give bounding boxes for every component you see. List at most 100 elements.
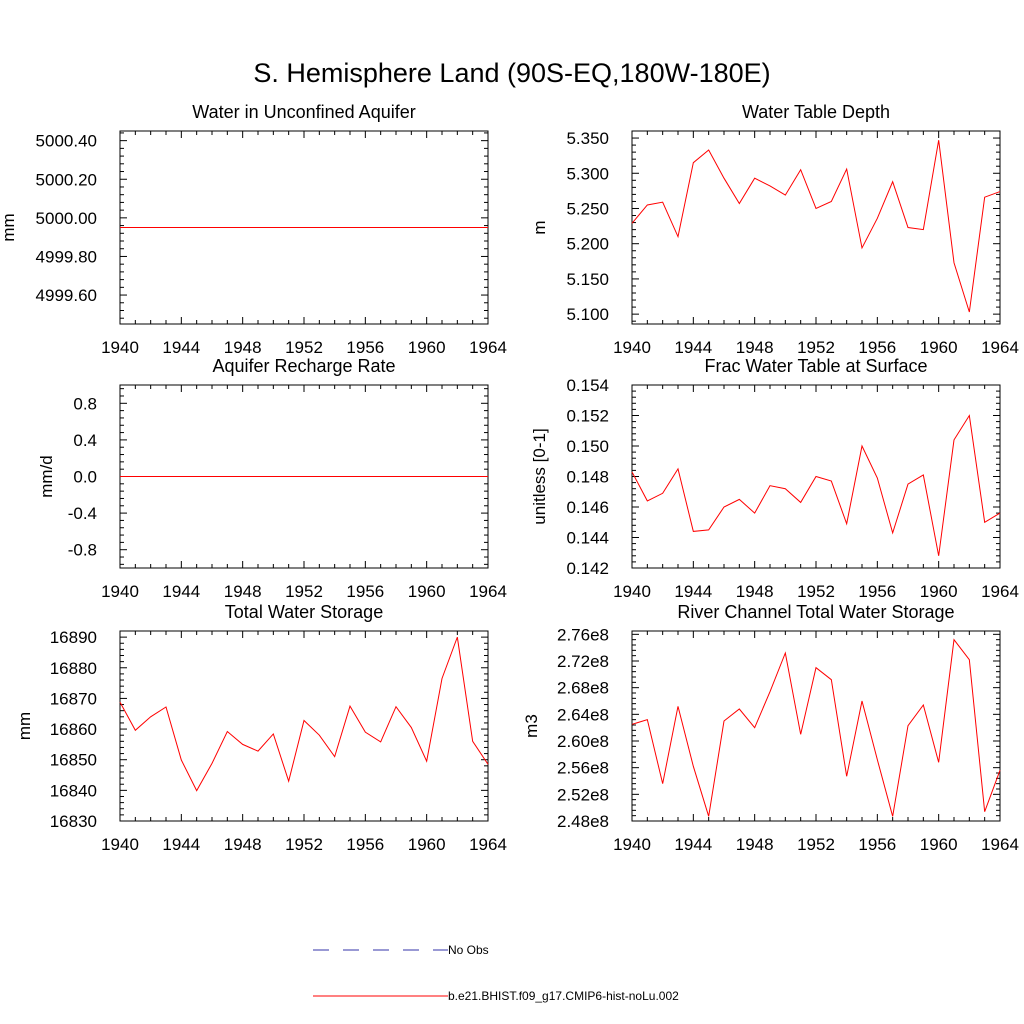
x-tick-label: 1944: [162, 582, 200, 601]
x-tick-label: 1960: [920, 582, 958, 601]
x-tick-label: 1952: [797, 835, 835, 854]
x-tick-label: 1952: [797, 338, 835, 357]
panel-2: Water Table Depth 1940 1944 1948 1952 1956 196…: [530, 102, 1019, 357]
x-tick-label: 1948: [736, 582, 774, 601]
panel-6: River Channel Total Water Storage 1940 194…: [522, 602, 1019, 854]
y-tick-label: 5.350: [566, 129, 609, 148]
y-tick-label: 2.64e8: [557, 705, 609, 724]
y-axis-label: m: [530, 220, 549, 234]
y-tick-label: 5.200: [566, 235, 609, 254]
x-tick-label: 1948: [224, 338, 262, 357]
figure-title: S. Hemisphere Land (90S-EQ,180W-180E): [253, 58, 770, 88]
y-tick-label: 2.68e8: [557, 679, 609, 698]
panel-title: River Channel Total Water Storage: [677, 602, 954, 622]
x-tick-label: 1940: [101, 835, 139, 854]
y-tick-label: 2.60e8: [557, 732, 609, 751]
x-tick-label: 1940: [613, 835, 651, 854]
y-tick-label: 0.154: [566, 376, 609, 395]
y-tick-label: 0.4: [73, 431, 97, 450]
x-tick-label: 1964: [469, 582, 507, 601]
x-tick-label: 1956: [858, 835, 896, 854]
x-tick-label: 1952: [797, 582, 835, 601]
x-tick-label: 1956: [858, 338, 896, 357]
y-axis-label: m3: [522, 714, 541, 738]
x-tick-label: 1940: [101, 582, 139, 601]
y-axis-label: mm: [15, 712, 34, 740]
x-tick-label: 1956: [346, 835, 384, 854]
x-tick-label: 1964: [469, 338, 507, 357]
x-tick-label: 1956: [858, 582, 896, 601]
y-tick-label: 0.144: [566, 529, 609, 548]
y-tick-label: 0.0: [73, 468, 97, 487]
panel-5: Total Water Storage 1940 1944 1948 1952 1956 1…: [15, 602, 507, 854]
panel-3: Aquifer Recharge Rate 1940 1944 1948 1952 195…: [37, 356, 507, 601]
y-tick-label: 4999.60: [36, 286, 97, 305]
x-tick-label: 1964: [981, 835, 1019, 854]
x-tick-label: 1964: [981, 338, 1019, 357]
panels: Water in Unconfined Aquifer 1940 1944 1948 1…: [0, 102, 1019, 854]
series-line: [631, 638, 1001, 817]
y-tick-label: 0.152: [566, 407, 609, 426]
x-tick-label: 1960: [408, 835, 446, 854]
y-tick-label: 16830: [50, 812, 97, 831]
y-tick-label: 5000.40: [36, 132, 97, 151]
x-tick-label: 1960: [920, 835, 958, 854]
y-tick-label: 16850: [50, 751, 97, 770]
x-tick-label: 1952: [285, 835, 323, 854]
y-axis-label: mm: [0, 213, 18, 241]
y-tick-label: 0.8: [73, 394, 97, 413]
series-line: [119, 636, 489, 792]
x-tick-label: 1944: [674, 338, 712, 357]
y-tick-label: 5.300: [566, 164, 609, 183]
x-tick-label: 1944: [162, 338, 200, 357]
x-tick-label: 1960: [408, 582, 446, 601]
x-tick-label: 1952: [285, 582, 323, 601]
y-tick-label: -0.4: [68, 504, 97, 523]
y-tick-label: 0.150: [566, 437, 609, 456]
y-tick-label: 2.48e8: [557, 812, 609, 831]
x-tick-label: 1944: [162, 835, 200, 854]
x-tick-label: 1956: [346, 582, 384, 601]
y-tick-label: 16890: [50, 628, 97, 647]
x-tick-label: 1944: [674, 582, 712, 601]
panel-title: Water in Unconfined Aquifer: [192, 102, 415, 122]
legend: No Obs b.e21.BHIST.f09_g17.CMIP6-hist-no…: [313, 943, 679, 1003]
y-axis-label: mm/d: [37, 455, 56, 498]
series-line: [631, 140, 1001, 313]
x-tick-label: 1944: [674, 835, 712, 854]
x-tick-label: 1960: [920, 338, 958, 357]
panel-title: Water Table Depth: [742, 102, 890, 122]
y-axis-label: unitless [0-1]: [530, 428, 549, 524]
panel-title: Frac Water Table at Surface: [704, 356, 927, 376]
y-tick-label: 5000.20: [36, 170, 97, 189]
y-tick-label: 16880: [50, 659, 97, 678]
y-tick-label: 2.56e8: [557, 759, 609, 778]
y-tick-label: 5000.00: [36, 209, 97, 228]
y-tick-label: 5.150: [566, 270, 609, 289]
y-tick-label: 4999.80: [36, 247, 97, 266]
x-tick-label: 1956: [346, 338, 384, 357]
legend-label-model: b.e21.BHIST.f09_g17.CMIP6-hist-noLu.002: [448, 989, 679, 1003]
x-tick-label: 1952: [285, 338, 323, 357]
y-tick-label: 0.148: [566, 468, 609, 487]
x-tick-label: 1940: [613, 338, 651, 357]
x-tick-label: 1940: [101, 338, 139, 357]
x-tick-label: 1960: [408, 338, 446, 357]
x-tick-label: 1948: [736, 338, 774, 357]
x-tick-label: 1964: [981, 582, 1019, 601]
y-tick-label: 16840: [50, 781, 97, 800]
x-tick-label: 1964: [469, 835, 507, 854]
panel-1: Water in Unconfined Aquifer 1940 1944 1948 1…: [0, 102, 507, 357]
x-tick-label: 1948: [224, 582, 262, 601]
y-tick-label: 2.76e8: [557, 625, 609, 644]
y-tick-label: 16870: [50, 689, 97, 708]
x-tick-label: 1948: [736, 835, 774, 854]
legend-label-no-obs: No Obs: [448, 943, 489, 957]
y-tick-label: 5.250: [566, 199, 609, 218]
x-tick-label: 1948: [224, 835, 262, 854]
y-tick-label: 2.52e8: [557, 785, 609, 804]
panel-title: Aquifer Recharge Rate: [212, 356, 395, 376]
y-tick-label: -0.8: [68, 541, 97, 560]
